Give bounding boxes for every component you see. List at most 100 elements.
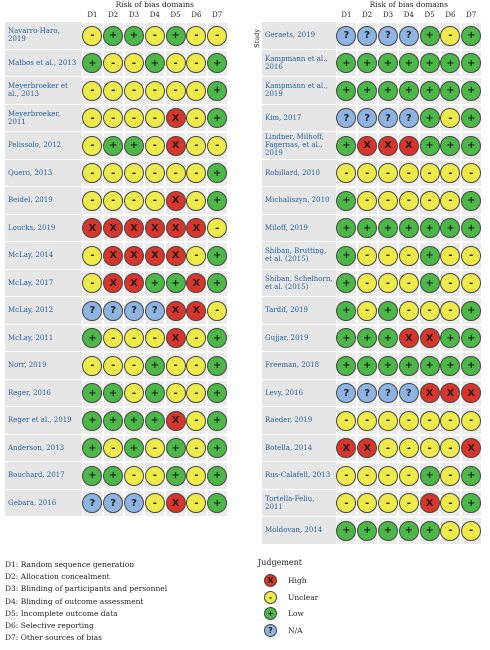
judgement-dot: - (419, 190, 440, 211)
legend-label: Unclear (288, 592, 319, 602)
judgement-dot: + (461, 135, 482, 156)
study-name: Michaliszyn, 2010 (262, 187, 336, 215)
judgement-dot: + (144, 410, 165, 431)
study-name: Pelissolo, 2012 (5, 132, 82, 160)
judgement-dot: + (207, 53, 228, 74)
judgement-dot: - (440, 520, 461, 541)
study-name: Norr, 2019 (5, 352, 82, 380)
judgement-dot: + (82, 53, 103, 74)
domain-header: D5 (170, 11, 181, 19)
study-name: Beidel, 2019 (5, 187, 82, 215)
judgement-dot: - (82, 25, 103, 46)
judgement-dot: - (207, 218, 228, 239)
domain-key: D6: Selective reporting (5, 621, 94, 630)
judgement-dot: - (165, 163, 186, 184)
judgement-dot: + (419, 355, 440, 376)
study-name: Loucks, 2019 (5, 214, 82, 242)
study-name: Reger, 2016 (5, 379, 82, 407)
study-name: Robillard, 2010 (262, 159, 336, 187)
legend-label: High (288, 576, 307, 585)
domain-key: D5: Incomplete outcome data (5, 608, 118, 618)
judgement-dot: - (144, 163, 165, 184)
study-name: Navarro-Haro, 2019 (5, 22, 82, 50)
judgement-dot: + (419, 135, 440, 156)
judgement-dot: - (124, 328, 144, 349)
judgement-dot: X (419, 383, 440, 404)
judgement-dot: - (419, 300, 440, 321)
judgement-dot: - (357, 190, 378, 211)
domain-header: D6 (191, 11, 202, 19)
domain-header: D7 (466, 11, 477, 19)
judgement-dot: + (419, 465, 440, 486)
judgement-dot: - (124, 80, 144, 101)
judgement-dot: + (378, 218, 398, 239)
judgement-dot: ? (103, 300, 124, 321)
judgement-dot: - (378, 410, 398, 431)
legend-dot: - (264, 590, 277, 604)
judgement-dot: - (103, 190, 124, 211)
judgement-dot: - (186, 328, 207, 349)
judgement-dot: - (165, 53, 186, 74)
judgement-dot: - (398, 465, 419, 486)
legend-dot: + (264, 607, 277, 620)
judgement-dot: + (440, 218, 461, 239)
domain-header: D4 (149, 11, 160, 19)
judgement-dot: X (165, 410, 186, 431)
judgement-dot: - (398, 190, 419, 211)
judgement-dot: + (144, 53, 165, 74)
study-name: Meyerbroeker et al., 2013 (5, 77, 82, 105)
judgement-dot: ? (378, 108, 398, 129)
judgement-dot: - (440, 300, 461, 321)
judgement-dot: - (186, 190, 207, 211)
judgement-dot: - (440, 190, 461, 211)
judgement-dot: + (124, 25, 144, 46)
judgement-dot: + (207, 465, 228, 486)
judgement-dot: - (186, 465, 207, 486)
judgement-dot: + (419, 520, 440, 541)
judgement-dot: X (124, 245, 144, 266)
study-axis-label: Study (253, 28, 261, 48)
judgement-dot: X (419, 493, 440, 514)
judgement-dot: - (378, 190, 398, 211)
judgement-dot: X (165, 135, 186, 156)
study-name: Levy, 2016 (262, 379, 336, 407)
study-name: Kampmann et al., 2016 (262, 49, 336, 77)
judgement-dot: X (103, 245, 124, 266)
study-name: Shiban, Brutting, et al. (2015) (262, 242, 336, 270)
judgement-dot: - (82, 163, 103, 184)
study-name: Tardif, 2019 (262, 297, 336, 325)
judgement-dot: + (103, 465, 124, 486)
judgement-dot: - (378, 438, 398, 459)
judgement-dot: X (82, 218, 103, 239)
study-name: Lindner, Milhoff, Fagernas, et al., 2019 (262, 132, 336, 160)
judgement-dot: + (82, 328, 103, 349)
domain-header: D5 (424, 11, 435, 19)
judgement-dot: ? (82, 300, 103, 321)
judgement-dot: - (357, 300, 378, 321)
judgement-dot: + (440, 135, 461, 156)
judgement-dot: + (357, 53, 378, 74)
judgement-dot: + (440, 355, 461, 376)
judgement-dot: - (207, 300, 228, 321)
judgement-dot: - (144, 328, 165, 349)
judgement-dot: - (103, 108, 124, 129)
study-name: McLay, 2014 (5, 242, 82, 270)
judgement-dot: - (398, 438, 419, 459)
judgement-dot: - (124, 465, 144, 486)
judgement-dot: - (82, 245, 103, 266)
judgement-dot: - (440, 465, 461, 486)
judgement-dot: + (461, 300, 482, 321)
judgement-dot: - (144, 190, 165, 211)
domain-header: D2 (108, 11, 119, 19)
judgement-dot: + (207, 163, 228, 184)
judgement-dot: ? (398, 108, 419, 129)
study-name: Reger et al., 2019 (5, 407, 82, 435)
judgement-dot: ? (124, 300, 144, 321)
judgement-dot: - (144, 80, 165, 101)
study-name: Rus-Calafell, 2013 (262, 462, 336, 490)
judgement-dot: + (207, 383, 228, 404)
judgement-dot: - (419, 438, 440, 459)
legend-label: N/A (288, 625, 303, 635)
